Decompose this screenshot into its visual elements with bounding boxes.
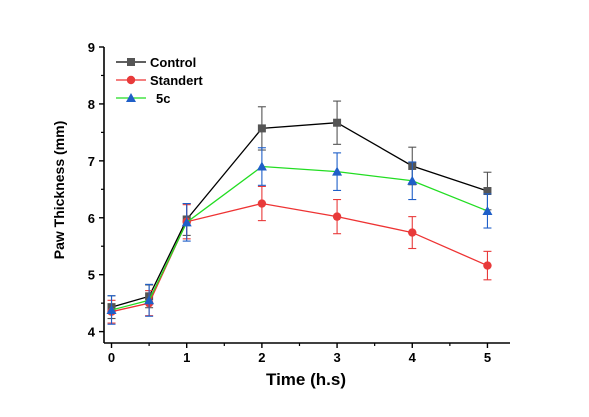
legend-item-standert: Standert: [116, 73, 203, 88]
y-tick-label: 4: [88, 325, 96, 340]
series-layer: [106, 100, 493, 325]
legend-label: 5c: [156, 91, 170, 106]
y-tick-label: 9: [88, 40, 95, 55]
data-point: [482, 205, 493, 215]
y-tick-label: 8: [88, 97, 95, 112]
y-axis-label: Paw Thickness (mm): [51, 121, 67, 260]
legend-item-5c: 5c: [116, 91, 170, 106]
series-standert: [107, 185, 492, 324]
series-5c: [106, 147, 493, 325]
data-point: [332, 166, 343, 176]
legend-marker: [126, 75, 136, 85]
data-point: [483, 261, 492, 270]
data-point: [256, 161, 267, 171]
data-point: [257, 124, 266, 133]
x-tick-label: 3: [333, 350, 340, 365]
legend-item-control: Control: [116, 55, 196, 70]
data-point: [257, 199, 267, 208]
x-tick-label: 0: [108, 350, 115, 365]
x-tick-label: 2: [258, 350, 265, 365]
legend-label: Control: [150, 55, 196, 70]
legend-label: Standert: [150, 73, 203, 88]
series-line: [111, 165, 488, 311]
series-line: [111, 122, 488, 308]
legend-marker: [126, 93, 136, 102]
x-tick-label: 5: [484, 350, 491, 365]
data-point: [408, 228, 417, 237]
axes: 4 5 6 7 8 9 0 1 2 3 4 5: [88, 40, 510, 365]
data-point: [333, 118, 342, 127]
legend: Control Standert 5c: [116, 55, 203, 106]
y-tick-label: 6: [88, 211, 95, 226]
data-point: [181, 217, 192, 227]
y-tick-label: 7: [88, 154, 95, 169]
data-point: [144, 295, 155, 305]
data-point: [483, 187, 492, 196]
x-axis-label: Time (h.s): [266, 370, 346, 389]
data-point: [332, 212, 342, 221]
legend-marker: [127, 58, 135, 66]
data-point: [106, 304, 117, 314]
y-tick-label: 5: [88, 268, 95, 283]
x-tick-label: 1: [183, 350, 190, 365]
data-point: [407, 175, 418, 185]
x-tick-label: 4: [409, 350, 417, 365]
